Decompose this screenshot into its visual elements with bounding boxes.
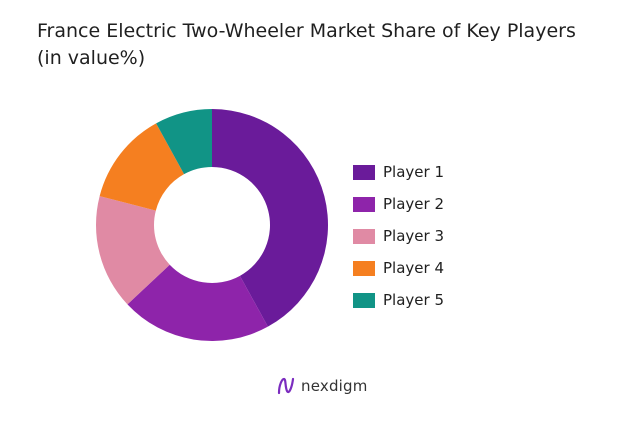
legend-item-player-5: Player 5 <box>353 284 444 316</box>
slice-player-1 <box>212 109 328 327</box>
legend-label: Player 2 <box>383 195 444 213</box>
legend-label: Player 1 <box>383 163 444 181</box>
slice-player-3 <box>96 196 170 305</box>
legend-swatch <box>353 260 375 276</box>
legend-label: Player 3 <box>383 227 444 245</box>
slice-player-2 <box>127 264 268 341</box>
brand-logo: nexdigm <box>276 374 368 398</box>
legend-swatch <box>353 228 375 244</box>
chart-title: France Electric Two-Wheeler Market Share… <box>37 20 576 69</box>
legend-swatch <box>353 292 375 308</box>
legend-swatch <box>353 164 375 180</box>
legend-item-player-4: Player 4 <box>353 252 444 284</box>
nexdigm-logo-icon <box>277 377 295 395</box>
legend-item-player-2: Player 2 <box>353 188 444 220</box>
slice-player-5 <box>156 109 212 175</box>
legend-swatch <box>353 196 375 212</box>
slice-player-4 <box>99 123 185 211</box>
chart-legend: Player 1 Player 2 Player 3 Player 4 Player 5 <box>353 156 444 316</box>
legend-item-player-3: Player 3 <box>353 220 444 252</box>
brand-name: nexdigm <box>301 377 368 395</box>
legend-label: Player 5 <box>383 291 444 309</box>
legend-label: Player 4 <box>383 259 444 277</box>
legend-item-player-1: Player 1 <box>353 156 444 188</box>
donut-slices <box>96 109 328 341</box>
